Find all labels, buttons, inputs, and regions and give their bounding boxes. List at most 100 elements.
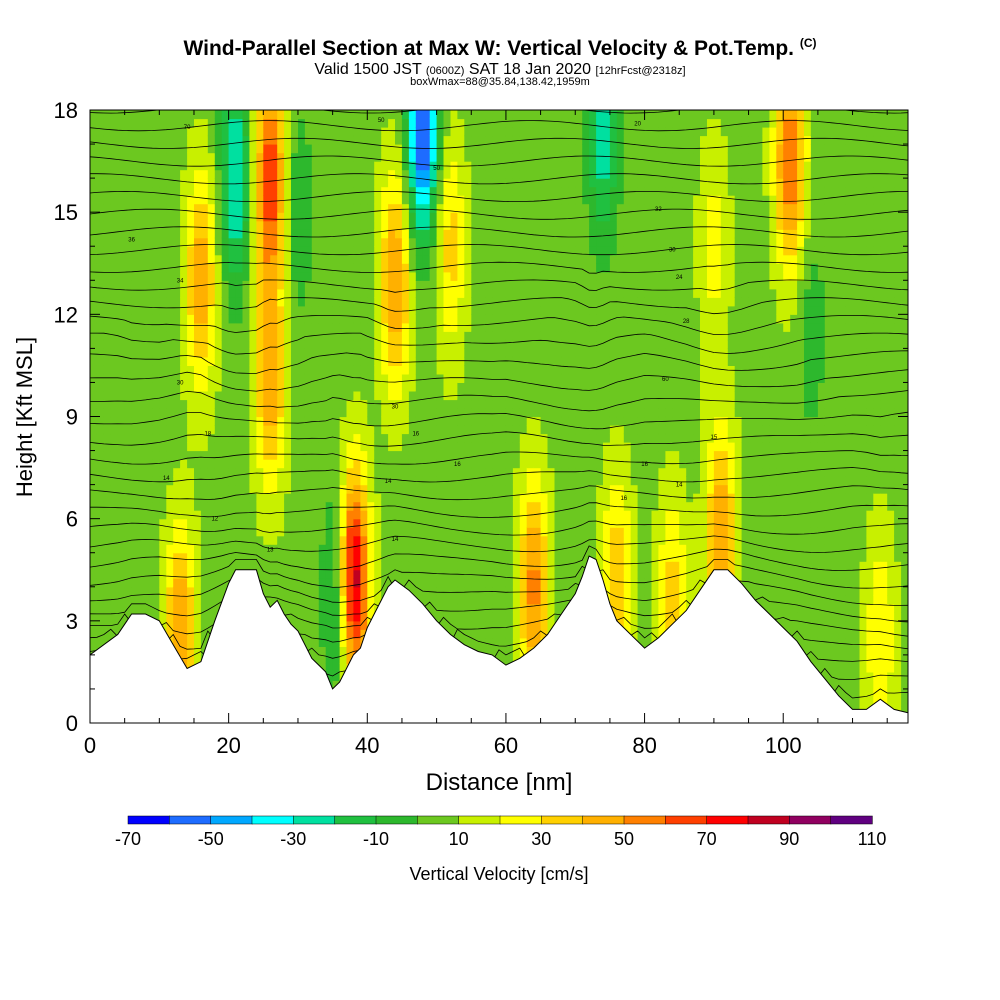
w-cell (270, 144, 278, 154)
w-cell (526, 186, 535, 196)
w-cell (284, 450, 292, 460)
w-cell (332, 339, 341, 349)
w-cell (110, 425, 119, 435)
w-cell (353, 280, 361, 290)
w-cell (388, 544, 396, 554)
w-cell (311, 629, 320, 639)
w-cell (533, 271, 542, 281)
w-cell (485, 271, 493, 281)
w-cell (422, 280, 431, 290)
w-cell (367, 552, 375, 562)
w-cell (360, 288, 368, 298)
w-cell (339, 237, 348, 247)
w-cell (325, 382, 334, 392)
w-cell (318, 450, 327, 460)
w-cell (457, 442, 465, 452)
w-cell (145, 365, 153, 375)
w-cell (512, 220, 521, 230)
w-cell (547, 356, 555, 366)
w-cell (311, 578, 320, 588)
w-cell (360, 510, 368, 520)
w-cell (298, 339, 306, 349)
w-cell (471, 339, 479, 349)
w-cell (166, 561, 174, 571)
w-cell (131, 373, 140, 383)
w-cell (415, 348, 424, 358)
w-cell (526, 220, 535, 230)
w-cell (353, 459, 361, 469)
w-cell (499, 518, 507, 528)
w-cell (512, 442, 521, 452)
w-cell (485, 620, 493, 630)
w-cell (554, 586, 562, 596)
w-cell (152, 237, 160, 247)
w-cell (228, 169, 237, 179)
w-cell (263, 203, 271, 213)
w-cell (499, 425, 507, 435)
w-cell (325, 356, 334, 366)
w-cell (103, 152, 112, 162)
w-cell (408, 152, 417, 162)
w-cell (381, 586, 389, 596)
w-cell (367, 544, 375, 554)
w-cell (166, 271, 174, 281)
w-cell (117, 254, 126, 264)
w-cell (103, 416, 112, 426)
w-cell (526, 620, 535, 630)
w-cell (138, 118, 146, 128)
w-cell (90, 246, 98, 256)
w-cell (90, 408, 98, 418)
w-cell (519, 425, 528, 435)
w-cell (145, 493, 153, 503)
w-cell (117, 229, 126, 239)
w-cell (388, 220, 396, 230)
w-cell (408, 476, 417, 486)
w-cell (207, 169, 216, 179)
w-cell (187, 254, 195, 264)
w-cell (221, 246, 230, 256)
w-cell (471, 450, 479, 460)
w-cell (110, 203, 119, 213)
w-cell (117, 459, 126, 469)
w-cell (242, 391, 250, 401)
w-cell (103, 263, 112, 273)
w-cell (561, 288, 569, 298)
w-cell (187, 280, 195, 290)
w-cell (533, 637, 542, 647)
w-cell (353, 127, 361, 137)
w-cell (256, 305, 264, 315)
w-cell (228, 552, 237, 562)
w-cell (207, 493, 216, 503)
w-cell (395, 442, 403, 452)
w-cell (187, 144, 195, 154)
w-cell (367, 425, 375, 435)
w-cell (436, 305, 445, 315)
w-cell (110, 314, 119, 324)
w-cell (96, 254, 105, 264)
w-cell (415, 595, 424, 605)
w-cell (381, 322, 389, 332)
w-cell (145, 152, 153, 162)
w-cell (360, 280, 368, 290)
w-cell (547, 246, 555, 256)
w-cell (96, 612, 105, 622)
w-cell (533, 578, 542, 588)
w-cell (478, 254, 486, 264)
w-cell (499, 229, 507, 239)
w-cell (519, 391, 528, 401)
w-cell (214, 501, 223, 511)
w-cell (360, 314, 368, 324)
w-cell (339, 280, 348, 290)
w-cell (187, 263, 195, 273)
w-cell (124, 450, 133, 460)
w-cell (339, 552, 348, 562)
w-cell (256, 459, 264, 469)
w-cell (235, 442, 244, 452)
w-cell (207, 118, 216, 128)
w-cell (457, 408, 465, 418)
w-cell (304, 373, 313, 383)
w-cell (124, 527, 133, 537)
w-cell (367, 356, 375, 366)
w-cell (173, 305, 181, 315)
box-info: boxWmax=88@35.84,138.42,1959m (410, 76, 590, 88)
